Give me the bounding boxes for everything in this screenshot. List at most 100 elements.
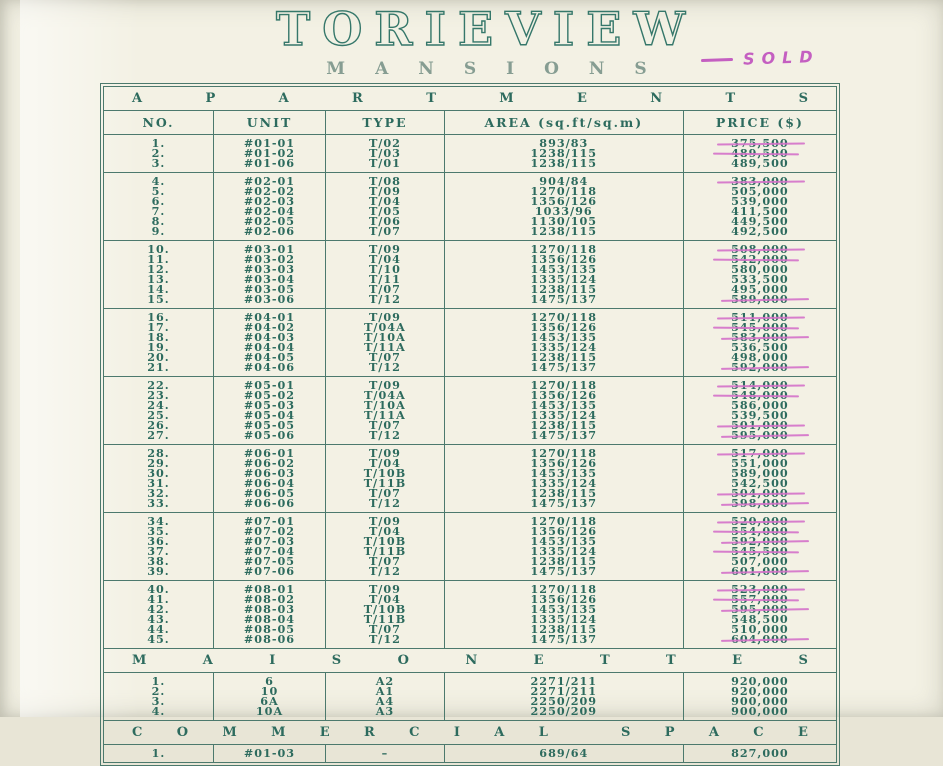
cell-price: 411,500 <box>682 204 838 218</box>
cell-unit: #08-04 <box>212 613 327 625</box>
price-value: 411,500 <box>731 204 789 218</box>
section-letter: E <box>732 653 743 668</box>
cell-unit: #06-05 <box>212 487 327 499</box>
sold-strike-sample-icon <box>700 57 734 63</box>
cell-unit: #07-04 <box>212 545 327 557</box>
cell-unit: #05-01 <box>212 376 327 390</box>
cell-no: 15. <box>103 294 214 309</box>
apartments-floor-01-block: 1. #01-01 T/02 893/83 375,500 2. #01-02 T/03 123… <box>103 134 838 173</box>
cell-unit: #01-03 <box>212 744 327 763</box>
table-row: 17. #04-02 T/04A 1356/126 545,000 <box>103 321 838 333</box>
price-value-sold-struck: 592,000 <box>731 534 789 548</box>
cell-price: 492,500 <box>682 225 838 241</box>
section-letter: R <box>364 725 375 740</box>
column-header-row: NO. UNIT TYPE AREA (sq.ft/sq.m) PRICE ($… <box>103 110 838 135</box>
section-letter: P <box>664 725 675 740</box>
cell-price: 449,500 <box>682 215 838 227</box>
price-value-sold-struck: 583,000 <box>731 330 789 344</box>
cell-unit: #05-04 <box>212 409 327 421</box>
price-value-sold-struck: 501,000 <box>731 418 789 432</box>
cell-price: 514,000 <box>682 376 838 391</box>
price-value-sold-struck: 554,000 <box>731 524 789 538</box>
section-letter: M <box>222 725 237 740</box>
cell-unit: #05-03 <box>212 399 327 411</box>
cell-unit: #06-03 <box>212 467 327 479</box>
price-value: 580,000 <box>731 262 789 276</box>
cell-area: 1475/137 <box>443 294 684 309</box>
cell-price: 489,500 <box>682 157 838 173</box>
cell-price: 920,000 <box>682 684 838 698</box>
price-value: 920,000 <box>731 684 789 698</box>
cell-type: T/12 <box>325 498 445 513</box>
cell-price: 539,500 <box>682 408 838 422</box>
cell-price: 580,000 <box>682 262 838 276</box>
cell-price: 545,500 <box>682 545 838 557</box>
price-value-sold-struck: 601,000 <box>731 564 789 578</box>
cell-unit: 10A <box>212 706 327 721</box>
cell-price: 900,000 <box>682 705 838 721</box>
table-row: 3. #01-06 T/01 1238/115 489,500 <box>103 157 838 173</box>
document-header: TORIEVIEW MANSIONS <box>0 5 943 79</box>
cell-unit: #04-05 <box>212 351 327 363</box>
cell-price: 505,000 <box>682 185 838 197</box>
cell-no: 1. <box>103 744 214 763</box>
section-letter: O <box>176 725 189 740</box>
table-row: 12. #03-03 T/10 1453/135 580,000 <box>103 262 838 276</box>
cell-unit: #02-03 <box>212 195 327 207</box>
cell-price: 592,000 <box>682 361 838 377</box>
cell-unit: #07-06 <box>212 566 327 581</box>
price-value: 551,000 <box>731 456 789 470</box>
price-value: 539,500 <box>731 408 789 422</box>
cell-price: 589,000 <box>682 467 838 479</box>
price-value: 827,000 <box>731 746 789 760</box>
table-row: 27. #05-06 T/12 1475/137 595,000 <box>103 429 838 445</box>
cell-no: 4. <box>103 706 214 721</box>
price-value-sold-struck: 520,000 <box>731 514 789 528</box>
cell-price: 604,000 <box>682 633 838 649</box>
price-value: 495,000 <box>731 282 789 296</box>
price-value-sold-struck: 589,000 <box>731 292 789 306</box>
cell-type: T/12 <box>325 294 445 309</box>
cell-price: 489,500 <box>682 147 838 159</box>
cell-price: 542,000 <box>682 253 838 265</box>
table-row: 25. #05-04 T/11A 1335/124 539,500 <box>103 408 838 422</box>
table-row: 2. #01-02 T/03 1238/115 489,500 <box>103 147 838 159</box>
price-value: 548,500 <box>731 612 789 626</box>
table-row: 2. 10 A1 2271/211 920,000 <box>103 684 838 698</box>
table-row: 34. #07-01 T/09 1270/118 520,000 <box>103 512 838 528</box>
table-row: 4. 10A A3 2250/209 900,000 <box>103 705 838 721</box>
cell-no: 9. <box>103 226 214 241</box>
cell-unit: #05-05 <box>212 419 327 431</box>
cell-area: 1475/137 <box>443 362 684 377</box>
cell-unit: #04-03 <box>212 331 327 343</box>
cell-price: 536,500 <box>682 340 838 354</box>
cell-price: 495,000 <box>682 282 838 296</box>
cell-price: 586,000 <box>682 399 838 411</box>
table-row: 24. #05-03 T/10A 1453/135 586,000 <box>103 399 838 411</box>
cell-unit: #03-06 <box>212 294 327 309</box>
cell-no: 3. <box>103 158 214 173</box>
price-value: 536,500 <box>731 340 789 354</box>
section-letter: P <box>205 91 216 106</box>
table-row: 30. #06-03 T/10B 1453/135 589,000 <box>103 467 838 479</box>
table-row: 6. #02-03 T/04 1356/126 539,000 <box>103 195 838 207</box>
section-letter: N <box>465 653 478 668</box>
cell-price: 583,000 <box>682 330 838 344</box>
price-value: 900,000 <box>731 694 789 708</box>
section-letter: T <box>426 91 436 106</box>
cell-price: 548,000 <box>682 389 838 401</box>
table-row: 8. #02-05 T/06 1130/105 449,500 <box>103 215 838 227</box>
price-value-sold-struck: 517,000 <box>731 446 789 460</box>
column-header-price: PRICE ($) <box>682 110 838 135</box>
section-letter: C <box>132 725 143 740</box>
sold-legend-label: SOLD <box>742 46 820 69</box>
cell-unit: #02-01 <box>212 172 327 186</box>
cell-unit: 6 <box>212 672 327 686</box>
maisonettes-block: 1. 6 A2 2271/211 920,000 2. 10 A1 2271/211 920,00… <box>103 672 838 721</box>
section-letter: E <box>797 725 808 740</box>
section-letter: O <box>397 653 409 668</box>
table-row: 1. #01-03–689/64 827,000 <box>103 744 838 763</box>
section-letter: S <box>621 725 631 740</box>
